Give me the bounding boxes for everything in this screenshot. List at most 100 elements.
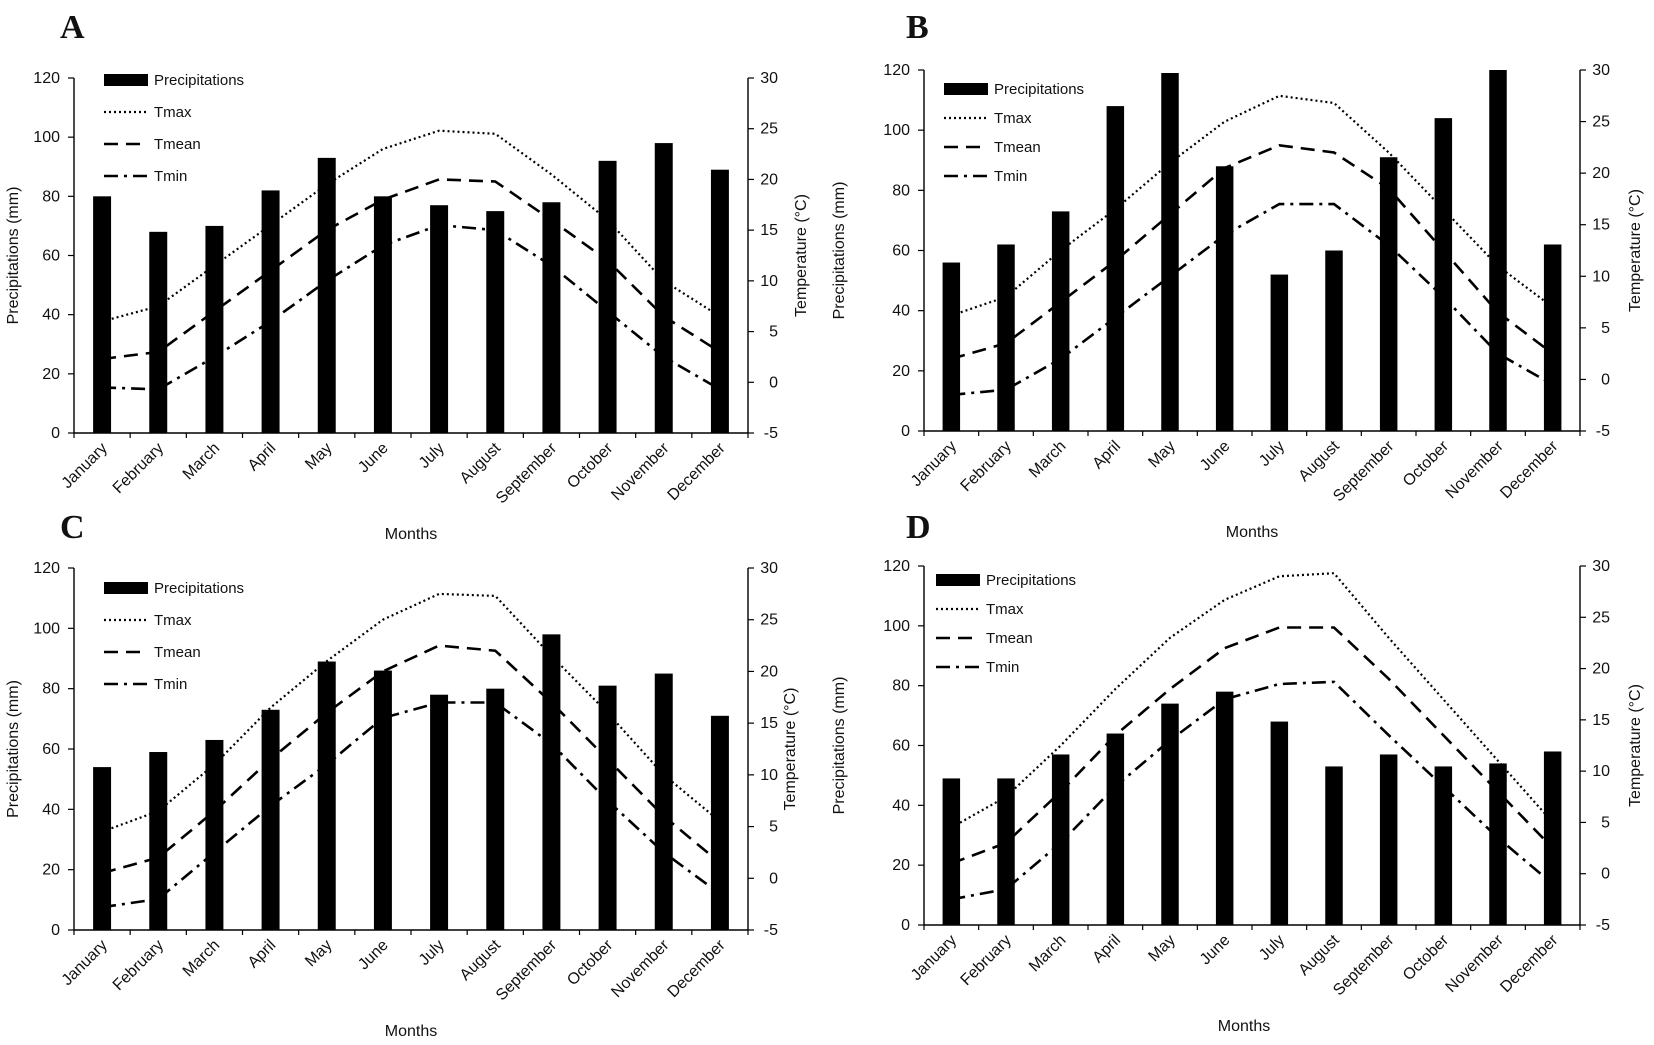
month-label: September: [493, 439, 561, 507]
legend-label: Tmean: [994, 139, 1041, 156]
left-tick-label: 120: [33, 560, 60, 577]
month-label: April: [1090, 438, 1125, 473]
chart-panel-b: B 0 20 40 60 80 100 120 -5 0 5 10 15 20 25 30 JanuaryFeb…: [831, 9, 1644, 541]
precipitation-bar: [261, 190, 280, 433]
precipitation-bar: [997, 244, 1015, 431]
month-label: April: [1090, 932, 1125, 967]
tmin-series-line: [951, 680, 1554, 901]
precipitation-bar: [317, 157, 336, 433]
precipitation-bar: [1051, 754, 1070, 925]
tmax-series-line: [950, 94, 1554, 317]
precipitation-bar: [1489, 70, 1507, 431]
legend-label: Precipitations: [154, 580, 244, 597]
right-tick-label: 15: [1592, 217, 1610, 234]
precipitation-bar: [486, 211, 505, 433]
x-axis-title: Months: [385, 1023, 437, 1040]
precipitation-bar: [317, 661, 336, 930]
chart-panel-d: D 0 20 40 60 80 100 120 -5 0 5 10 15 20 25 30 JanuaryFeb…: [831, 509, 1644, 1035]
precipitation-bar: [205, 739, 224, 930]
left-tick-label: 120: [883, 62, 910, 79]
month-label: July: [416, 937, 448, 969]
precipitation-bar: [598, 160, 617, 434]
precipitation-bar: [710, 169, 729, 434]
precipitation-bar: [1543, 751, 1562, 925]
right-tick-label: 20: [1592, 165, 1610, 182]
month-label: February: [958, 932, 1015, 989]
chart-panel-a: A 0 20 40 60 80 100 120 -5 0 5 10 15 20 25 30 JanuaryFeb…: [5, 9, 810, 543]
month-label: June: [1197, 932, 1234, 969]
month-label: January: [59, 937, 111, 989]
right-tick-label: 10: [1592, 763, 1610, 780]
left-tick-label: 20: [892, 857, 910, 874]
legend-precipitation-swatch: [104, 582, 148, 594]
month-label: January: [908, 932, 960, 984]
month-label: June: [355, 937, 392, 974]
month-label: February: [110, 440, 167, 497]
left-axis-title: Precipitations (mm): [5, 187, 22, 325]
left-tick-label: 120: [33, 70, 60, 87]
precipitation-bar: [654, 673, 673, 930]
right-axis-title: Temperature (°C): [1627, 189, 1644, 312]
month-label: March: [180, 440, 223, 483]
precipitation-bar: [93, 196, 112, 433]
right-tick-label: 25: [760, 612, 778, 629]
month-label: November: [1443, 437, 1508, 502]
right-tick-label: 10: [760, 273, 778, 290]
right-tick-label: 10: [760, 767, 778, 784]
month-label: June: [1197, 438, 1234, 475]
precipitation-bar: [1379, 157, 1398, 431]
right-tick-label: 15: [1592, 712, 1610, 729]
month-label: March: [180, 937, 223, 980]
right-tick-label: 25: [1592, 114, 1610, 131]
right-axis-title: Temperature (°C): [793, 194, 810, 317]
legend-label: Tmin: [994, 168, 1027, 185]
right-tick-label: 25: [1592, 609, 1610, 626]
tmean-series-line: [101, 178, 721, 361]
precipitation-bar: [710, 715, 729, 930]
precipitation-bar: [1161, 703, 1179, 925]
right-axis-title: Temperature (°C): [782, 688, 799, 811]
month-label: February: [958, 438, 1015, 495]
month-label: November: [608, 936, 673, 1001]
left-tick-label: 0: [51, 425, 60, 442]
precipitation-bar: [598, 685, 617, 930]
legend-label: Tmax: [154, 104, 192, 121]
left-tick-label: 40: [42, 801, 60, 818]
precipitation-bar: [1215, 691, 1234, 925]
precipitation-bar: [1051, 211, 1070, 431]
precipitation-bar: [1161, 73, 1179, 431]
left-axis-title: Precipitations (mm): [831, 677, 848, 815]
precipitation-bar: [149, 752, 168, 930]
right-tick-label: 30: [760, 70, 778, 87]
left-axis-title: Precipitations (mm): [5, 680, 22, 818]
legend: Precipitations Tmax Tmean Tmin: [104, 72, 244, 185]
month-label: October: [564, 936, 617, 989]
right-tick-label: 25: [760, 121, 778, 138]
month-label: September: [493, 936, 561, 1004]
legend-label: Precipitations: [154, 72, 244, 89]
x-axis-title: Months: [385, 526, 437, 543]
right-tick-label: 5: [769, 819, 778, 836]
month-label: April: [245, 937, 280, 972]
month-label: July: [416, 440, 448, 472]
legend-label: Tmax: [994, 110, 1032, 127]
right-tick-label: 20: [1592, 661, 1610, 678]
precipitation-bar: [1215, 166, 1234, 431]
right-tick-label: 30: [1592, 62, 1610, 79]
legend-precipitation-swatch: [104, 74, 148, 86]
legend-label: Precipitations: [994, 81, 1084, 98]
legend-label: Tmax: [154, 612, 192, 629]
left-tick-label: 0: [51, 922, 60, 939]
left-tick-label: 100: [883, 122, 910, 139]
right-tick-label: 15: [760, 222, 778, 239]
precipitation-bar: [1325, 250, 1343, 431]
left-tick-label: 60: [892, 243, 910, 260]
x-axis-title: Months: [1218, 1018, 1270, 1035]
legend-label: Tmax: [986, 601, 1024, 618]
month-label: February: [110, 937, 167, 994]
legend: Precipitations Tmax Tmean Tmin: [936, 572, 1076, 676]
right-tick-label: 20: [760, 171, 778, 188]
right-tick-label: -5: [764, 425, 778, 442]
precipitation-bar: [1543, 244, 1562, 431]
month-label: April: [245, 440, 280, 475]
